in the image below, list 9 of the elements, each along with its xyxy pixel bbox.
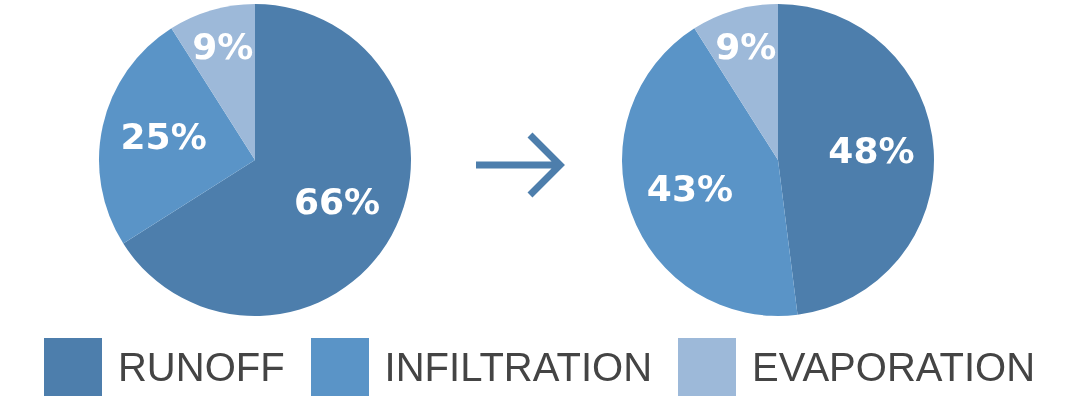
legend-label: INFILTRATION — [384, 344, 653, 390]
data-label: 9% — [715, 25, 777, 67]
data-label: 66% — [293, 181, 381, 223]
data-label: 9% — [192, 25, 254, 67]
legend-label: EVAPORATION — [752, 344, 1036, 390]
data-label: 25% — [120, 115, 207, 157]
data-label: 43% — [646, 168, 734, 210]
data-label: 48% — [828, 130, 915, 172]
legend-label: RUNOFF — [117, 344, 285, 390]
